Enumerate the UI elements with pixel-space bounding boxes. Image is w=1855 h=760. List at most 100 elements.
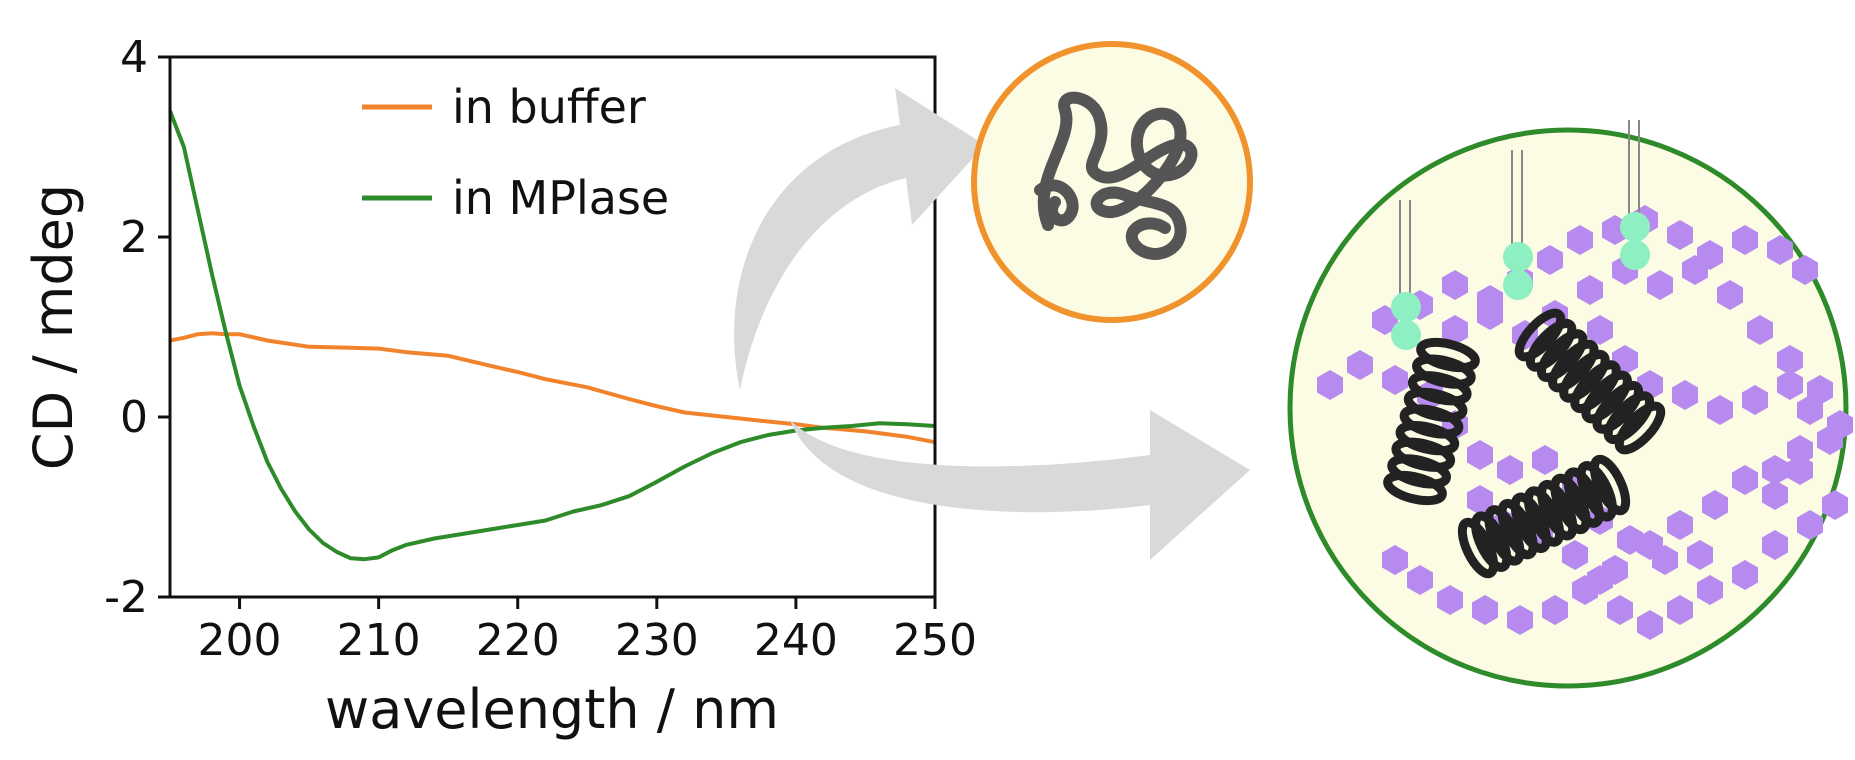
mplase-lipid-anchors (1391, 120, 1650, 350)
helix-turn (1603, 391, 1655, 444)
polymer-unit (1607, 595, 1633, 625)
polymer-unit (1567, 225, 1593, 255)
polymer-unit (1797, 510, 1823, 540)
y-tick-label: 4 (120, 32, 148, 83)
polymer-unit (1762, 480, 1788, 510)
helix-turn (1550, 473, 1591, 535)
mplase-polymer (1317, 205, 1853, 640)
polymer-unit (1477, 285, 1503, 315)
legend: in buffer in MPlase (362, 80, 669, 225)
legend-label-in-mplase: in MPlase (452, 171, 669, 225)
polymer-unit (1467, 485, 1493, 515)
polymer-unit (1777, 370, 1803, 400)
random-coil-peptide-strand (1034, 179, 1079, 227)
polymer-unit (1647, 270, 1673, 300)
helix-turn (1510, 492, 1551, 554)
polymer-unit (1317, 370, 1343, 400)
helix-turn (1484, 505, 1525, 566)
polymer-unit (1787, 455, 1813, 485)
x-tick-label: 220 (476, 615, 560, 666)
polymer-unit (1617, 525, 1643, 555)
x-ticks: 200 210 220 230 240 250 (198, 597, 977, 666)
polymer-unit (1787, 435, 1813, 465)
helix-turn (1407, 371, 1472, 406)
x-tick-label: 240 (754, 615, 838, 666)
helix-turn (1497, 498, 1538, 560)
helix-turn (1412, 354, 1476, 389)
plot-frame (168, 55, 937, 599)
helix-turn (1387, 454, 1451, 489)
x-tick-label: 230 (615, 615, 699, 666)
polymer-unit (1382, 545, 1408, 575)
headgroup (1620, 240, 1650, 270)
arrow-to-mplase-state (790, 410, 1250, 560)
helix-turn (1383, 470, 1447, 506)
polymer-unit (1667, 595, 1693, 625)
polymer-unit (1407, 565, 1433, 595)
helix-turn (1457, 517, 1499, 579)
polymer-unit (1562, 540, 1588, 570)
polymer-unit (1442, 315, 1468, 345)
random-coil-peptide (1037, 91, 1198, 260)
alpha-helix (1457, 454, 1631, 579)
helix-turn (1563, 467, 1604, 528)
y-tick-label: 2 (120, 212, 148, 263)
helix-turn (1548, 339, 1599, 393)
polymer-unit (1542, 595, 1568, 625)
helix-turn (1614, 401, 1666, 455)
alpha-helix (1383, 337, 1480, 506)
polymer-unit (1442, 270, 1468, 300)
polymer-unit (1667, 220, 1693, 250)
helix-turn (1537, 479, 1578, 541)
mplase-state-illustration (1287, 120, 1853, 689)
x-tick-label: 250 (893, 615, 977, 666)
polymer-unit (1667, 510, 1693, 540)
helix-turn (1471, 511, 1512, 572)
headgroup (1503, 242, 1533, 272)
polymer-unit (1472, 595, 1498, 625)
x-tick-label: 200 (198, 615, 282, 666)
buffer-state-illustration (971, 41, 1253, 323)
helix-turn (1523, 486, 1565, 547)
polymer-unit (1577, 275, 1603, 305)
polymer-unit (1732, 225, 1758, 255)
polymer-unit (1537, 245, 1563, 275)
polymer-unit (1497, 455, 1523, 485)
y-tick-label: 0 (120, 392, 148, 443)
headgroup (1503, 270, 1533, 300)
polymer-unit (1532, 445, 1558, 475)
helix-turn (1576, 461, 1617, 522)
helix-turn (1514, 308, 1566, 362)
helix-turn (1416, 337, 1480, 373)
polymer-unit (1437, 585, 1463, 615)
polymer-unit (1672, 380, 1698, 410)
arrow-to-buffer-state (734, 88, 985, 390)
polymer-unit (1732, 465, 1758, 495)
polymer-unit (1707, 395, 1733, 425)
helix-turn (1570, 360, 1621, 413)
polymer-unit (1747, 315, 1773, 345)
polymer-unit (1702, 490, 1728, 520)
polymer-unit (1587, 565, 1613, 595)
y-axis-label: CD / mdeg (22, 184, 85, 470)
helix-turn (1525, 319, 1577, 372)
legend-label-in-buffer: in buffer (452, 80, 646, 134)
polymer-unit (1732, 560, 1758, 590)
cd-spectrum-chart: 200 210 220 230 240 250 -2 0 2 4 wavelength / nm… (22, 32, 977, 741)
helix-turn (1403, 387, 1468, 423)
polymer-unit (1637, 610, 1663, 640)
polymer-unit (1382, 365, 1408, 395)
polymer-unit (1467, 440, 1493, 470)
helix-turn (1589, 454, 1631, 516)
headgroup (1391, 292, 1421, 322)
polymer-unit (1797, 395, 1823, 425)
polymer-unit (1777, 345, 1803, 375)
polymer-unit (1347, 350, 1373, 380)
polymer-unit (1762, 530, 1788, 560)
headgroup (1391, 320, 1421, 350)
helix-turn (1537, 329, 1588, 382)
series-layer (168, 110, 936, 562)
series-line-1 (168, 110, 936, 562)
helix-turn (1592, 381, 1643, 434)
